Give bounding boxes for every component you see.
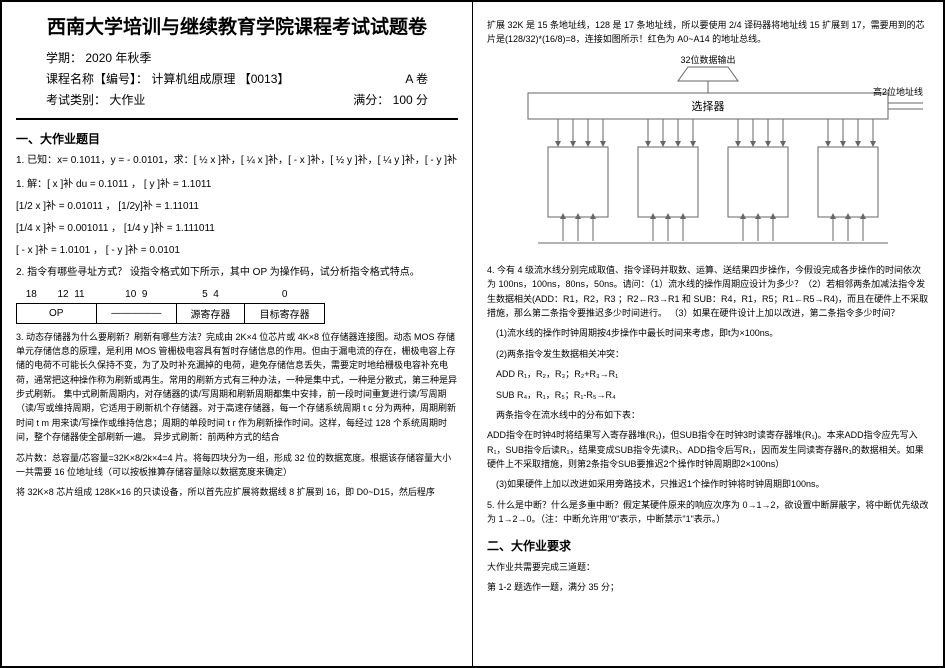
answer-1d: [ - x ]补 = 1.0101 ， [ - y ]补 = 0.0101: [16, 243, 458, 259]
exam-type-text: 考试类别： 大作业: [46, 91, 145, 108]
semester-label: 学期：: [46, 51, 82, 65]
selector-label: 选择器: [692, 99, 725, 113]
instruction-format-table: 18 12 11 10 9 5 4 0 OP ————— 源寄存器 目标寄存器: [16, 287, 325, 324]
dash-cell: —————: [96, 303, 177, 323]
table-num-row: 18 12 11 10 9 5 4 0: [17, 287, 325, 303]
num-cell: 5 4: [177, 287, 245, 303]
num-cell: 18: [17, 287, 47, 303]
question-5: 5. 什么是中断？什么是多重中断？假定某硬件原来的响应次序为 0→1→2，欲设置…: [487, 498, 929, 527]
full-score-label: 满分：: [353, 93, 389, 107]
course-label: 课程名称【编号】：: [46, 72, 148, 86]
diagram-top-label: 32位数据输出: [680, 54, 735, 65]
section2-title: 二、大作业要求: [487, 537, 929, 554]
question-3b: 芯片数：总容量/芯容量=32K×8/2k×4=4 片。将每四块分为一组，形成 3…: [16, 451, 458, 480]
chip-box: [548, 147, 608, 217]
num-cell: 10 9: [96, 287, 177, 303]
answer-4-3: ADD指令在时钟4时将结果写入寄存器堆(R₁)，但SUB指令在时钟3时读寄存器堆…: [487, 428, 929, 471]
answer-1b: [1/2 x ]补 = 0.01011 ， [1/2y]补 = 1.11011: [16, 199, 458, 215]
question-2: 2. 指令有哪些寻址方式？ 设指令格式如下所示，其中 OP 为操作码，试分析指令…: [16, 265, 458, 281]
arrow-group: [555, 119, 876, 147]
req-2: 第 1-2 题选作一题，满分 35 分；: [487, 580, 929, 594]
exam-line: 考试类别： 大作业 满分： 100 分: [46, 91, 428, 108]
funnel-icon: [678, 67, 738, 81]
exam-type-value: 大作业: [109, 93, 145, 107]
semester-line: 学期： 2020 年秋季: [46, 49, 458, 66]
right-column: 扩展 32K 是 15 条地址线，128 是 17 条地址线，所以要使用 2/4…: [473, 2, 943, 666]
question-3c: 将 32K×8 芯片组成 128K×16 的只读设备，所以首先应扩展将数据线 8…: [16, 485, 458, 499]
answer-1c: [1/4 x ]补 = 0.001011 ， [1/4 y ]补 = 1.111…: [16, 221, 458, 237]
answer-4-4: (3)如果硬件上加以改进如采用旁路技术，只推迟1个操作时钟将时钟周期即100ns…: [487, 477, 929, 491]
num-cell: 0: [244, 287, 325, 303]
course-value: 计算机组成原理 【0013】: [151, 72, 289, 86]
chip-box: [638, 147, 698, 217]
memory-diagram: 32位数据输出 选择器 高2位地址线: [487, 53, 929, 253]
answer-4-2a: ADD R₁，R₂，R₃；R₂+R₃→R₁: [487, 367, 929, 381]
answer-4-2b: SUB R₄，R₁，R₅；R₁-R₅→R₄: [487, 388, 929, 402]
question-1: 1. 已知：x= 0.1011，y = - 0.0101，求：[ ½ x ]补，…: [16, 153, 458, 169]
full-score-text: 满分： 100 分: [353, 91, 428, 108]
semester-value: 2020 年秋季: [85, 51, 151, 65]
table-label-row: OP ————— 源寄存器 目标寄存器: [17, 303, 325, 323]
addr-label: 高2位地址线: [873, 86, 923, 97]
left-column: 西南大学培训与继续教育学院课程考试试题卷 学期： 2020 年秋季 课程名称【编…: [2, 2, 473, 666]
course-text: 课程名称【编号】： 计算机组成原理 【0013】: [46, 70, 289, 87]
dst-reg-cell: 目标寄存器: [244, 303, 325, 323]
diagram-svg: 32位数据输出 选择器 高2位地址线: [488, 53, 928, 253]
answer-4-2c: 两条指令在流水线中的分布如下表：: [487, 408, 929, 422]
right-top-text: 扩展 32K 是 15 条地址线，128 是 17 条地址线，所以要使用 2/4…: [487, 18, 929, 47]
answer-4-2: (2)两条指令发生数据相关冲突：: [487, 347, 929, 361]
answer-1a: 1. 解：[ x ]补 du = 0.1011 ， [ y ]补 = 1.101…: [16, 177, 458, 193]
section1-title: 一、大作业题目: [16, 130, 458, 147]
question-4: 4. 今有 4 级流水线分别完成取值、指令译码并取数、运算、送结果四步操作，今假…: [487, 263, 929, 321]
main-title: 西南大学培训与继续教育学院课程考试试题卷: [16, 12, 458, 39]
question-3: 3. 动态存储器为什么要刷新？刷新有哪些方法？完成由 2K×4 位芯片或 4K×…: [16, 330, 458, 445]
answer-4-1: (1)流水线的操作时钟周期按4步操作中最长时间来考虑，即t为×100ns。: [487, 326, 929, 340]
op-cell: OP: [17, 303, 97, 323]
full-score-value: 100 分: [393, 93, 428, 107]
title-box: 西南大学培训与继续教育学院课程考试试题卷 学期： 2020 年秋季 课程名称【编…: [16, 12, 458, 120]
req-1: 大作业共需要完成三道题：: [487, 560, 929, 574]
exam-type-label: 考试类别：: [46, 93, 106, 107]
chip-box: [728, 147, 788, 217]
num-cell: 12 11: [46, 287, 96, 303]
chip-box: [818, 147, 878, 217]
course-line: 课程名称【编号】： 计算机组成原理 【0013】 A 卷: [46, 70, 428, 87]
src-reg-cell: 源寄存器: [177, 303, 245, 323]
paper-type: A 卷: [405, 70, 428, 87]
